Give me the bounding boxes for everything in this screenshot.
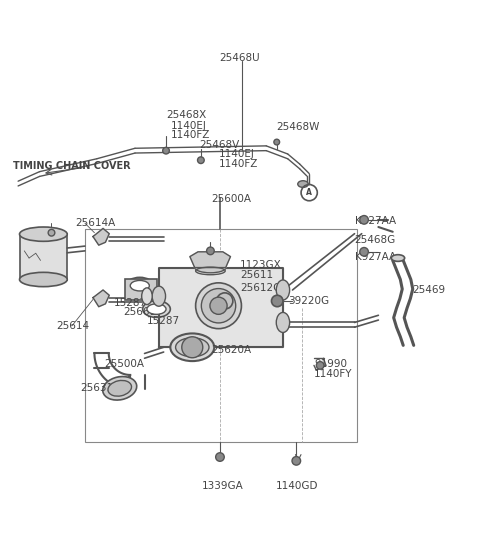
Circle shape	[201, 288, 236, 323]
Polygon shape	[190, 252, 230, 268]
Bar	[124, 280, 157, 300]
Circle shape	[216, 453, 224, 461]
Text: 25620A: 25620A	[211, 345, 252, 355]
Text: 25661: 25661	[123, 307, 156, 317]
Ellipse shape	[276, 280, 289, 300]
Text: 25468V: 25468V	[199, 140, 240, 150]
Ellipse shape	[143, 301, 170, 318]
Circle shape	[274, 139, 280, 145]
Ellipse shape	[391, 255, 405, 262]
Text: 25468U: 25468U	[220, 53, 260, 63]
Text: TIMING CHAIN COVER: TIMING CHAIN COVER	[13, 161, 131, 171]
Polygon shape	[93, 229, 109, 245]
Circle shape	[182, 337, 203, 358]
Text: 25468W: 25468W	[276, 122, 319, 132]
Text: 39220G: 39220G	[288, 296, 329, 306]
Bar	[85, 229, 357, 442]
Text: 25468X: 25468X	[166, 110, 206, 120]
Text: K927AA: K927AA	[355, 252, 396, 262]
Circle shape	[316, 362, 324, 369]
Text: 91990: 91990	[314, 359, 347, 369]
Circle shape	[206, 247, 214, 255]
Ellipse shape	[108, 381, 132, 396]
Text: 1140FY: 1140FY	[314, 368, 352, 378]
Text: A: A	[222, 296, 228, 305]
Ellipse shape	[152, 286, 166, 306]
Circle shape	[163, 148, 169, 154]
Text: A: A	[306, 188, 312, 197]
Polygon shape	[93, 290, 109, 307]
Text: 25468G: 25468G	[355, 235, 396, 245]
Text: 25611: 25611	[240, 270, 273, 280]
Text: K927AA: K927AA	[355, 216, 396, 226]
Text: 25612C: 25612C	[240, 283, 280, 292]
Circle shape	[198, 157, 204, 164]
Text: 25631B: 25631B	[80, 383, 120, 394]
Text: 15287: 15287	[114, 299, 147, 309]
Text: 25500A: 25500A	[104, 359, 144, 369]
Text: 1140FZ: 1140FZ	[171, 130, 210, 140]
Text: 25614: 25614	[56, 321, 89, 331]
Ellipse shape	[195, 262, 226, 273]
Text: 1140FZ: 1140FZ	[218, 159, 258, 169]
Circle shape	[48, 229, 55, 236]
Circle shape	[292, 457, 300, 465]
Text: 25600A: 25600A	[211, 195, 252, 205]
Ellipse shape	[126, 277, 154, 294]
Text: 1339GA: 1339GA	[202, 481, 243, 491]
Text: 1140EJ: 1140EJ	[171, 121, 207, 131]
Ellipse shape	[298, 181, 308, 187]
Text: 25469: 25469	[412, 285, 445, 295]
Polygon shape	[159, 268, 283, 347]
Ellipse shape	[20, 227, 67, 241]
Ellipse shape	[103, 377, 137, 400]
Circle shape	[210, 297, 227, 314]
Ellipse shape	[142, 288, 152, 305]
Circle shape	[272, 295, 283, 307]
Text: 15287: 15287	[147, 316, 180, 326]
Text: 25614A: 25614A	[75, 218, 116, 228]
Circle shape	[196, 283, 241, 329]
Text: 1123GX: 1123GX	[240, 260, 282, 270]
Text: 1140GD: 1140GD	[276, 481, 318, 491]
Ellipse shape	[276, 312, 289, 333]
Ellipse shape	[176, 338, 209, 357]
Circle shape	[360, 248, 368, 256]
Text: 1140EJ: 1140EJ	[218, 149, 254, 159]
Ellipse shape	[130, 281, 149, 291]
Ellipse shape	[147, 304, 166, 314]
Ellipse shape	[20, 272, 67, 287]
Circle shape	[360, 216, 368, 224]
Bar	[20, 234, 67, 280]
Ellipse shape	[170, 333, 214, 361]
